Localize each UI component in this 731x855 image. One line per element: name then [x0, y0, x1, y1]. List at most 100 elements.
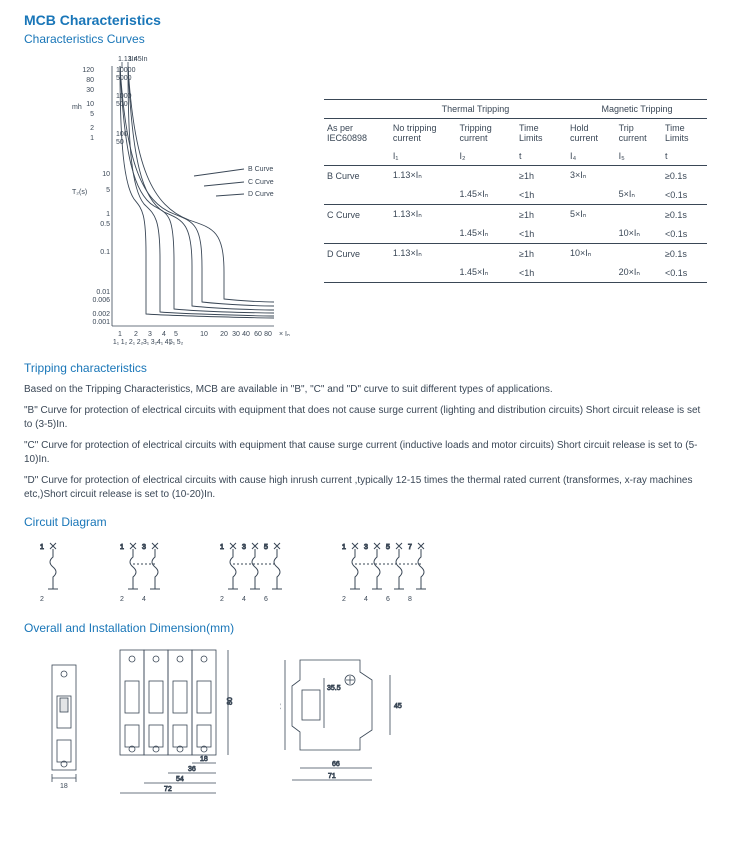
group-magnetic: Magnetic Tripping — [567, 100, 707, 119]
svg-text:2₁: 2₁ — [129, 339, 136, 346]
row-b2: 1.45×Iₙ <1h 5×Iₙ <0.1s — [324, 185, 707, 205]
svg-text:5₂: 5₂ — [177, 339, 184, 346]
h-time: Time Limits — [516, 119, 561, 148]
row-d2: 1.45×Iₙ <1h 20×Iₙ <0.1s — [324, 263, 707, 283]
svg-text:10: 10 — [200, 331, 208, 338]
svg-text:3: 3 — [142, 544, 146, 551]
svg-text:66: 66 — [332, 761, 340, 768]
tripping-table: Thermal Tripping Magnetic Tripping As pe… — [324, 99, 707, 283]
svg-text:2: 2 — [134, 331, 138, 338]
svg-text:2: 2 — [90, 125, 94, 132]
svg-text:80: 80 — [86, 77, 94, 84]
row-c: C Curve 1.13×Iₙ ≥1h 5×Iₙ ≥0.1s — [324, 205, 707, 225]
p2: "B" Curve for protection of electrical c… — [24, 404, 707, 433]
svg-text:50: 50 — [116, 139, 124, 146]
svg-text:5: 5 — [174, 331, 178, 338]
svg-text:5: 5 — [386, 544, 390, 551]
dim-side: 79 35.5 45 66 71 — [280, 650, 420, 800]
h-hold: Hold current — [567, 119, 616, 148]
svg-text:6: 6 — [264, 596, 268, 603]
svg-text:40: 40 — [242, 331, 250, 338]
svg-text:4₁: 4₁ — [157, 339, 164, 346]
svg-text:1: 1 — [90, 135, 94, 142]
b-curve-label: B Curve — [248, 166, 273, 173]
svg-text:0.1: 0.1 — [100, 249, 110, 256]
svg-text:1₁: 1₁ — [113, 339, 120, 346]
svg-text:4: 4 — [162, 331, 166, 338]
svg-text:5₁: 5₁ — [169, 339, 176, 346]
dim-title: Overall and Installation Dimension(mm) — [24, 621, 707, 635]
dimension-drawings: 18 18 36 54 72 80 — [24, 645, 707, 800]
p3: "C" Curve for protection of electrical c… — [24, 439, 707, 468]
h-timem: Time Limits — [662, 119, 707, 148]
svg-text:0.002: 0.002 — [92, 311, 110, 318]
circuit-3p: 1 3 5 2 4 6 — [220, 539, 302, 609]
h-notrip: No tripping current — [390, 119, 457, 148]
svg-text:36: 36 — [188, 766, 196, 773]
svg-text:4: 4 — [242, 596, 246, 603]
group-thermal: Thermal Tripping — [390, 100, 561, 119]
svg-text:3: 3 — [148, 331, 152, 338]
svg-text:1: 1 — [342, 544, 346, 551]
row-d: D Curve 1.13×Iₙ ≥1h 10×Iₙ ≥0.1s — [324, 244, 707, 264]
svg-text:79: 79 — [280, 702, 282, 710]
circuit-2p: 1 3 2 4 — [120, 539, 180, 609]
row-b: B Curve 1.13×Iₙ ≥1h 3×Iₙ ≥0.1s — [324, 166, 707, 186]
h-tripc: Trip current — [616, 119, 662, 148]
x-label: × Iₙ — [279, 331, 290, 338]
svg-text:1: 1 — [118, 331, 122, 338]
svg-text:30: 30 — [232, 331, 240, 338]
tick-lbl: 1.45In — [128, 56, 148, 63]
dim-front-4p: 18 36 54 72 80 — [110, 645, 260, 800]
svg-text:30: 30 — [86, 87, 94, 94]
dim-front-1p: 18 — [40, 660, 90, 800]
circuit-4p: 1 3 5 7 2 4 6 8 — [342, 539, 446, 609]
p4: "D" Curve for protection of electrical c… — [24, 474, 707, 503]
svg-text:0.006: 0.006 — [92, 297, 110, 304]
svg-text:1: 1 — [220, 544, 224, 551]
tripping-title: Tripping characteristics — [24, 361, 707, 375]
row-c2: 1.45×Iₙ <1h 10×Iₙ <0.1s — [324, 224, 707, 244]
svg-text:45: 45 — [394, 703, 402, 710]
svg-text:0.001: 0.001 — [92, 319, 110, 326]
d-curve-label: D Curve — [248, 191, 274, 198]
svg-text:5: 5 — [90, 111, 94, 118]
circuit-1p: 1 2 — [40, 539, 80, 609]
svg-text:1: 1 — [106, 211, 110, 218]
top-row: 1.13In 1.45In 120 80 30 10 5 2 1 10 5 1 … — [24, 54, 707, 349]
svg-text:72: 72 — [164, 786, 172, 793]
svg-text:0.5: 0.5 — [100, 221, 110, 228]
y-label-mh: mh — [72, 104, 82, 111]
y-label-ts: T₂(s) — [72, 189, 87, 196]
svg-text:2: 2 — [40, 596, 44, 603]
svg-text:80: 80 — [227, 697, 234, 705]
svg-text:5: 5 — [106, 187, 110, 194]
svg-text:10000: 10000 — [116, 67, 136, 74]
svg-text:20: 20 — [220, 331, 228, 338]
circuit-diagrams: 1 2 1 3 2 4 1 3 — [24, 539, 707, 609]
svg-text:10: 10 — [102, 171, 110, 178]
svg-text:6: 6 — [386, 596, 390, 603]
svg-text:2: 2 — [220, 596, 224, 603]
svg-text:35.5: 35.5 — [327, 685, 341, 692]
svg-text:3₁: 3₁ — [143, 339, 150, 346]
svg-text:80: 80 — [264, 331, 272, 338]
c-curve-label: C Curve — [248, 179, 274, 186]
circuit-title: Circuit Diagram — [24, 515, 707, 529]
svg-text:1: 1 — [120, 544, 124, 551]
svg-text:10: 10 — [86, 101, 94, 108]
svg-text:2: 2 — [120, 596, 124, 603]
h-trip: Tripping current — [457, 119, 516, 148]
svg-text:18: 18 — [200, 756, 208, 763]
p1: Based on the Tripping Characteristics, M… — [24, 383, 707, 398]
svg-text:4: 4 — [142, 596, 146, 603]
tripping-chart: 1.13In 1.45In 120 80 30 10 5 2 1 10 5 1 … — [24, 54, 304, 349]
svg-text:71: 71 — [328, 773, 336, 780]
h-asper: As per IEC60898 — [324, 119, 390, 148]
svg-text:3: 3 — [364, 544, 368, 551]
svg-text:1: 1 — [40, 544, 44, 551]
svg-text:120: 120 — [82, 67, 94, 74]
svg-text:7: 7 — [408, 544, 412, 551]
svg-text:1₂: 1₂ — [121, 339, 128, 346]
svg-text:3: 3 — [242, 544, 246, 551]
